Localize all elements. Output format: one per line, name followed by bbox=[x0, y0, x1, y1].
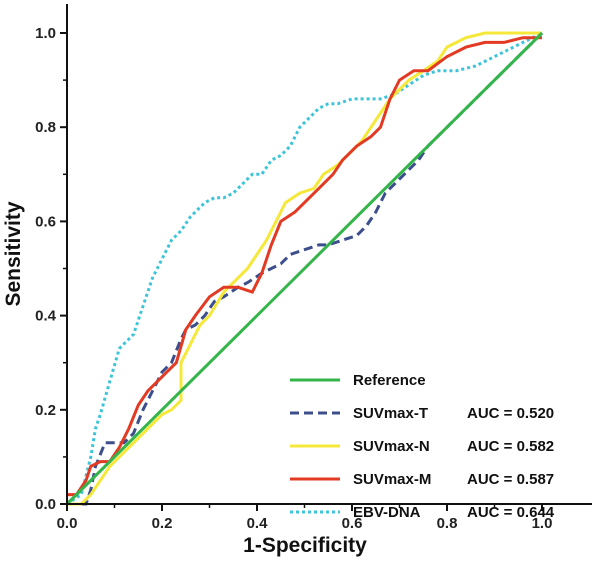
y-tick-label: 0.6 bbox=[35, 213, 56, 230]
series-line-ebv-dna bbox=[66, 31, 543, 506]
y-axis-title: Sensitivity bbox=[2, 201, 25, 306]
x-tick-label: 0.0 bbox=[57, 515, 78, 532]
y-tick-label: 0.8 bbox=[35, 119, 56, 136]
y-tick-label: 0.2 bbox=[35, 402, 56, 419]
legend-label: SUVmax-M bbox=[353, 471, 431, 488]
legend: Reference SUVmax-T AUC = 0.520 SUVmax-N AUC … bbox=[290, 372, 555, 521]
series-line-reference bbox=[65, 31, 544, 506]
legend-auc: AUC = 0.644 bbox=[467, 504, 555, 521]
plot-area bbox=[65, 31, 544, 506]
legend-label: Reference bbox=[353, 372, 426, 389]
legend-auc: AUC = 0.587 bbox=[467, 471, 554, 488]
series-line-suvmax-n bbox=[67, 31, 542, 506]
x-ticks: 0.0 0.2 0.4 0.6 0.8 1.0 bbox=[57, 504, 553, 532]
axes bbox=[66, 4, 592, 505]
series-line-suvmax-m bbox=[67, 36, 542, 497]
y-tick-label: 0.0 bbox=[35, 496, 56, 513]
y-tick-label: 1.0 bbox=[35, 25, 56, 42]
legend-label: SUVmax-N bbox=[353, 438, 430, 455]
legend-label: EBV-DNA bbox=[353, 504, 421, 521]
y-tick-label: 0.4 bbox=[35, 308, 57, 325]
y-ticks: 0.0 0.2 0.4 0.6 0.8 1.0 bbox=[35, 25, 67, 513]
x-tick-label: 0.4 bbox=[247, 515, 269, 532]
x-axis-title: 1-Specificity bbox=[243, 534, 367, 557]
legend-auc: AUC = 0.582 bbox=[467, 438, 554, 455]
x-tick-label: 0.2 bbox=[152, 515, 173, 532]
x-tick-label: 0.6 bbox=[342, 515, 363, 532]
x-tick-label: 0.8 bbox=[437, 515, 458, 532]
x-tick-label: 1.0 bbox=[532, 515, 553, 532]
legend-auc: AUC = 0.520 bbox=[467, 405, 554, 422]
legend-label: SUVmax-T bbox=[353, 405, 428, 422]
